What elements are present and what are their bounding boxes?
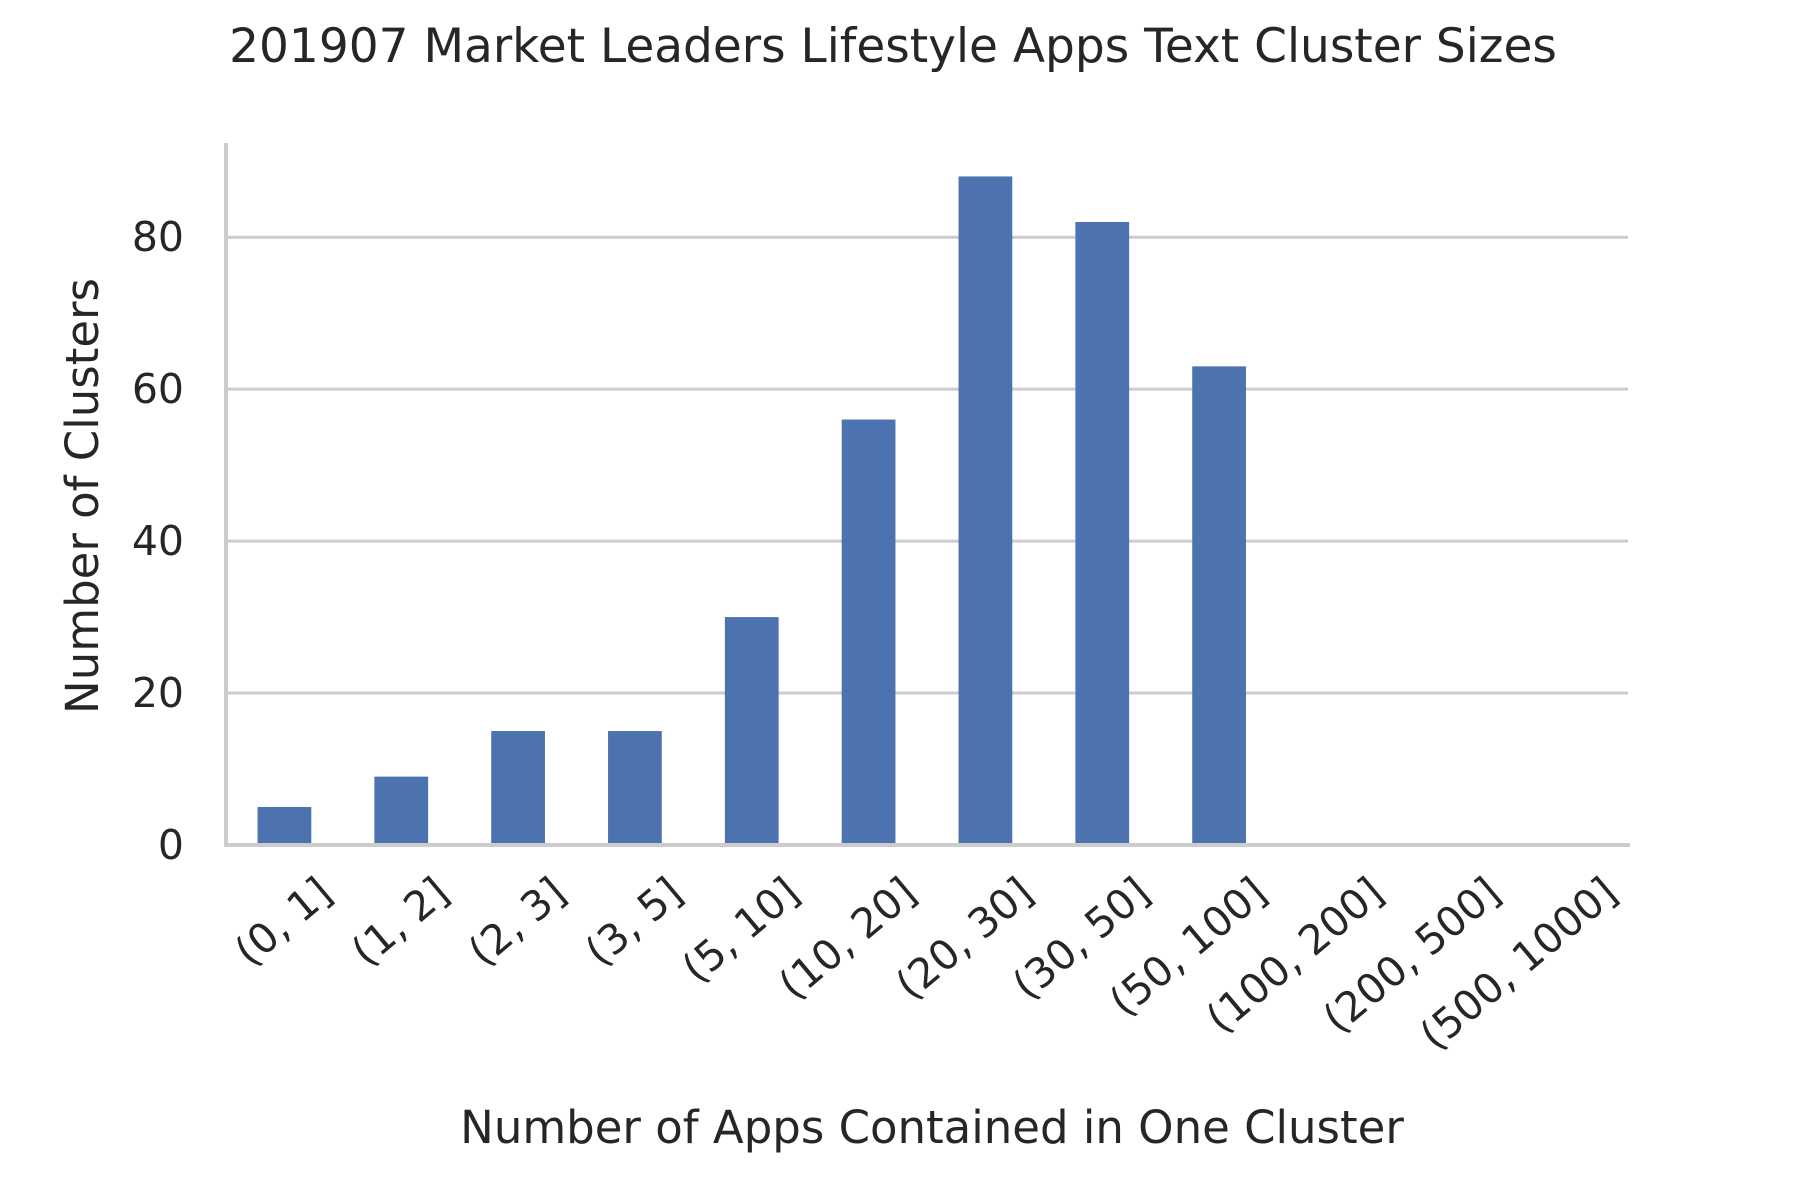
bar (1075, 222, 1130, 845)
x-tick-label: (3, 5] (576, 868, 691, 976)
y-tick-label: 20 (132, 669, 184, 717)
bars (257, 176, 1246, 845)
y-tick-label: 60 (132, 365, 184, 413)
bar (257, 807, 312, 845)
x-tick-label: (2, 3] (459, 868, 574, 976)
bar (724, 617, 779, 845)
chart-title: 201907 Market Leaders Lifestyle Apps Tex… (229, 19, 1557, 74)
y-axis-label: Number of Clusters (56, 278, 109, 714)
y-tick-label: 0 (158, 821, 184, 869)
x-axis-label: Number of Apps Contained in One Cluster (460, 1101, 1404, 1154)
grid-lines (226, 235, 1628, 695)
bar (374, 776, 429, 845)
bar (491, 731, 545, 845)
bar (608, 731, 662, 845)
axes (224, 143, 1630, 847)
y-tick-label: 40 (132, 517, 184, 565)
x-tick-label: (0, 1] (226, 868, 341, 976)
y-tick-labels: 0 20 40 60 80 (132, 213, 184, 869)
bar (1192, 366, 1246, 845)
x-tick-label: (1, 2] (342, 868, 457, 976)
x-tick-labels: (0, 1] (1, 2] (2, 3] (3, 5](5, 10](10, 20](… (226, 868, 1626, 1059)
bar (958, 176, 1013, 845)
y-tick-label: 80 (132, 213, 184, 261)
bar (841, 419, 896, 845)
